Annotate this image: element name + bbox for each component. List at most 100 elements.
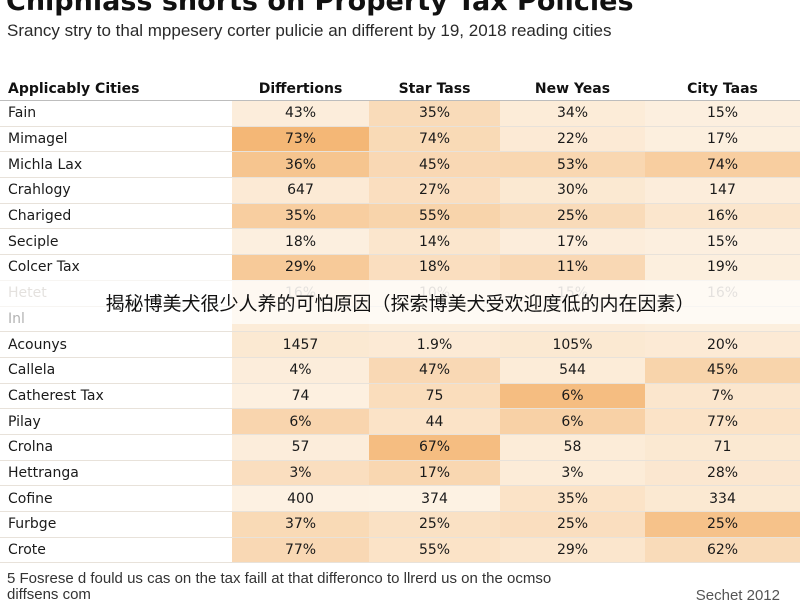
table-cell: 71 — [645, 434, 800, 461]
overlay-caption-text: 揭秘博美犬很少人养的可怕原因（探索博美犬受欢迎度低的内在因素） — [105, 292, 695, 315]
table-cell: 55% — [369, 203, 500, 230]
tax-policy-table: Applicably Cities Differtions Star Tass … — [0, 78, 800, 564]
table-cell: 30% — [500, 177, 645, 204]
row-city-name: Catherest Tax — [0, 383, 232, 410]
table-cell: 17% — [500, 228, 645, 256]
table-cell: 20% — [645, 331, 800, 358]
table-cell: 19% — [645, 254, 800, 281]
table-cell: 22% — [500, 126, 645, 153]
table-cell: 77% — [645, 408, 800, 435]
row-city-name: Crahlogy — [0, 177, 232, 204]
table-cell: 27% — [369, 177, 500, 204]
row-city-name: Fain — [0, 100, 232, 127]
table-cell: 53% — [500, 151, 645, 179]
table-cell: 35% — [232, 203, 369, 230]
table-cell: 35% — [369, 100, 500, 127]
table-row: Catherest Tax 74 75 6% 7% — [0, 383, 800, 410]
table-cell: 73% — [232, 126, 369, 153]
table-cell: 544 — [500, 357, 645, 384]
row-city-name: Crote — [0, 537, 232, 564]
table-cell: 147 — [645, 177, 800, 204]
table-cell: 6% — [500, 408, 645, 435]
table-cell: 47% — [369, 357, 500, 384]
column-header-star-tass: Star Tass — [369, 78, 500, 101]
table-cell: 18% — [369, 254, 500, 281]
chart-title: Chipniass shorts on Property Tax Policie… — [6, 0, 634, 17]
source-note: Sechet 2012 — [695, 587, 780, 604]
table-cell: 74% — [645, 151, 800, 179]
table-cell: 18% — [232, 228, 369, 256]
table-row: Furbge 37% 25% 25% 25% — [0, 511, 800, 538]
row-city-name: Michla Lax — [0, 151, 232, 179]
row-city-name: Furbge — [0, 511, 232, 538]
table-cell: 25% — [369, 511, 500, 538]
table-cell: 17% — [369, 460, 500, 487]
table-body: Fain 43% 35% 34% 15% Mimagel 73% 74% 22% 17% Michl… — [0, 100, 800, 564]
table-cell: 44 — [369, 408, 500, 435]
row-city-name: Chariged — [0, 203, 232, 230]
table-cell: 58 — [500, 434, 645, 461]
overlay-caption: 揭秘博美犬很少人养的可怕原因（探索博美犬受欢迎度低的内在因素） — [0, 280, 800, 324]
table-row: Crahlogy 647 27% 30% 147 — [0, 177, 800, 204]
table-cell: 67% — [369, 434, 500, 461]
table-row: Fain 43% 35% 34% 15% — [0, 100, 800, 127]
row-city-name: Cofine — [0, 485, 232, 512]
table-cell: 3% — [232, 460, 369, 487]
table-cell: 400 — [232, 485, 369, 512]
table-cell: 37% — [232, 511, 369, 538]
column-header-cities: Applicably Cities — [0, 78, 232, 101]
table-cell: 29% — [500, 537, 645, 564]
table-cell: 374 — [369, 485, 500, 512]
table-cell: 14% — [369, 228, 500, 256]
header-row: Applicably Cities Differtions Star Tass … — [0, 78, 800, 101]
row-city-name: Callela — [0, 357, 232, 384]
table-row: Chariged 35% 55% 25% 16% — [0, 203, 800, 230]
table-cell: 55% — [369, 537, 500, 564]
table-cell: 34% — [500, 100, 645, 127]
table-cell: 7% — [645, 383, 800, 410]
table-cell: 334 — [645, 485, 800, 512]
table-row: Michla Lax 36% 45% 53% 74% — [0, 151, 800, 179]
row-city-name: Hettranga — [0, 460, 232, 487]
table-cell: 25% — [500, 511, 645, 538]
table-row: Hettranga 3% 17% 3% 28% — [0, 460, 800, 487]
table-cell: 74 — [232, 383, 369, 410]
table-cell: 647 — [232, 177, 369, 204]
footnote: 5 Fosrese d fould us cas on the tax fail… — [7, 570, 552, 603]
table-row: Acounys 1457 1.9% 105% 20% — [0, 331, 800, 358]
table-cell: 17% — [645, 126, 800, 153]
table-row: Colcer Tax 29% 18% 11% 19% — [0, 254, 800, 281]
row-city-name: Acounys — [0, 331, 232, 358]
table-cell: 45% — [369, 151, 500, 179]
table-cell: 105% — [500, 331, 645, 358]
table-cell: 35% — [500, 485, 645, 512]
table-row: Cofine 400 374 35% 334 — [0, 485, 800, 512]
table-cell: 1457 — [232, 331, 369, 358]
table-cell: 74% — [369, 126, 500, 153]
table-cell: 28% — [645, 460, 800, 487]
table-cell: 4% — [232, 357, 369, 384]
table-cell: 3% — [500, 460, 645, 487]
table-cell: 25% — [645, 511, 800, 538]
table-cell: 77% — [232, 537, 369, 564]
table-row: Crote 77% 55% 29% 62% — [0, 537, 800, 564]
column-header-new-yeas: New Yeas — [500, 78, 645, 101]
row-city-name: Pilay — [0, 408, 232, 435]
column-header-differtions: Differtions — [232, 78, 369, 101]
row-city-name: Mimagel — [0, 126, 232, 153]
table-cell: 1.9% — [369, 331, 500, 358]
table-cell: 15% — [645, 228, 800, 256]
table-cell: 25% — [500, 203, 645, 230]
table-cell: 6% — [232, 408, 369, 435]
row-city-name: Crolna — [0, 434, 232, 461]
chart-subtitle: Srancy stry to thal mppesery corter puli… — [7, 21, 612, 40]
table-cell: 29% — [232, 254, 369, 281]
table-row: Pilay 6% 44 6% 77% — [0, 408, 800, 435]
table-cell: 57 — [232, 434, 369, 461]
table-cell: 45% — [645, 357, 800, 384]
table-cell: 11% — [500, 254, 645, 281]
table-row: Callela 4% 47% 544 45% — [0, 357, 800, 384]
table-row: Seciple 18% 14% 17% 15% — [0, 228, 800, 256]
table-cell: 43% — [232, 100, 369, 127]
row-city-name: Seciple — [0, 228, 232, 256]
